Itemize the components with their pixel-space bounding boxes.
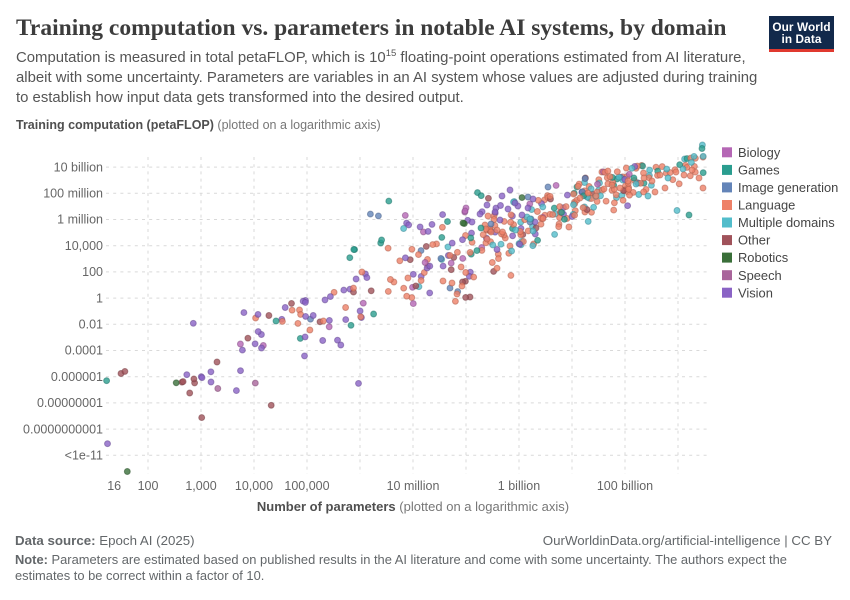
svg-text:1 billion: 1 billion [498,479,540,493]
svg-text:<1e-11: <1e-11 [65,449,103,463]
svg-text:10,000: 10,000 [235,479,273,493]
svg-text:Robotics: Robotics [738,250,788,265]
svg-text:Multiple domains: Multiple domains [738,215,835,230]
svg-text:Image generation: Image generation [738,180,838,195]
svg-text:Vision: Vision [738,285,773,300]
svg-text:100 billion: 100 billion [597,479,653,493]
svg-text:Games: Games [738,163,780,178]
svg-text:Speech: Speech [738,268,782,283]
svg-text:1: 1 [96,291,103,305]
svg-text:10 billion: 10 billion [54,160,103,174]
svg-text:0.000001: 0.000001 [51,370,103,384]
svg-text:0.00000001: 0.00000001 [37,396,103,410]
svg-text:100 million: 100 million [43,187,103,201]
svg-text:0.0000000001: 0.0000000001 [23,422,103,436]
svg-text:10 million: 10 million [387,479,440,493]
svg-text:1 million: 1 million [57,213,103,227]
svg-text:0.01: 0.01 [79,318,103,332]
svg-text:10,000: 10,000 [65,239,103,253]
svg-text:16: 16 [107,479,121,493]
svg-text:Language: Language [738,198,795,213]
svg-text:100,000: 100,000 [284,479,329,493]
svg-text:0.0001: 0.0001 [65,344,103,358]
svg-text:1,000: 1,000 [185,479,216,493]
svg-text:Other: Other [738,233,771,248]
svg-text:Biology: Biology [738,145,781,160]
svg-text:100: 100 [138,479,159,493]
svg-text:100: 100 [82,265,103,279]
